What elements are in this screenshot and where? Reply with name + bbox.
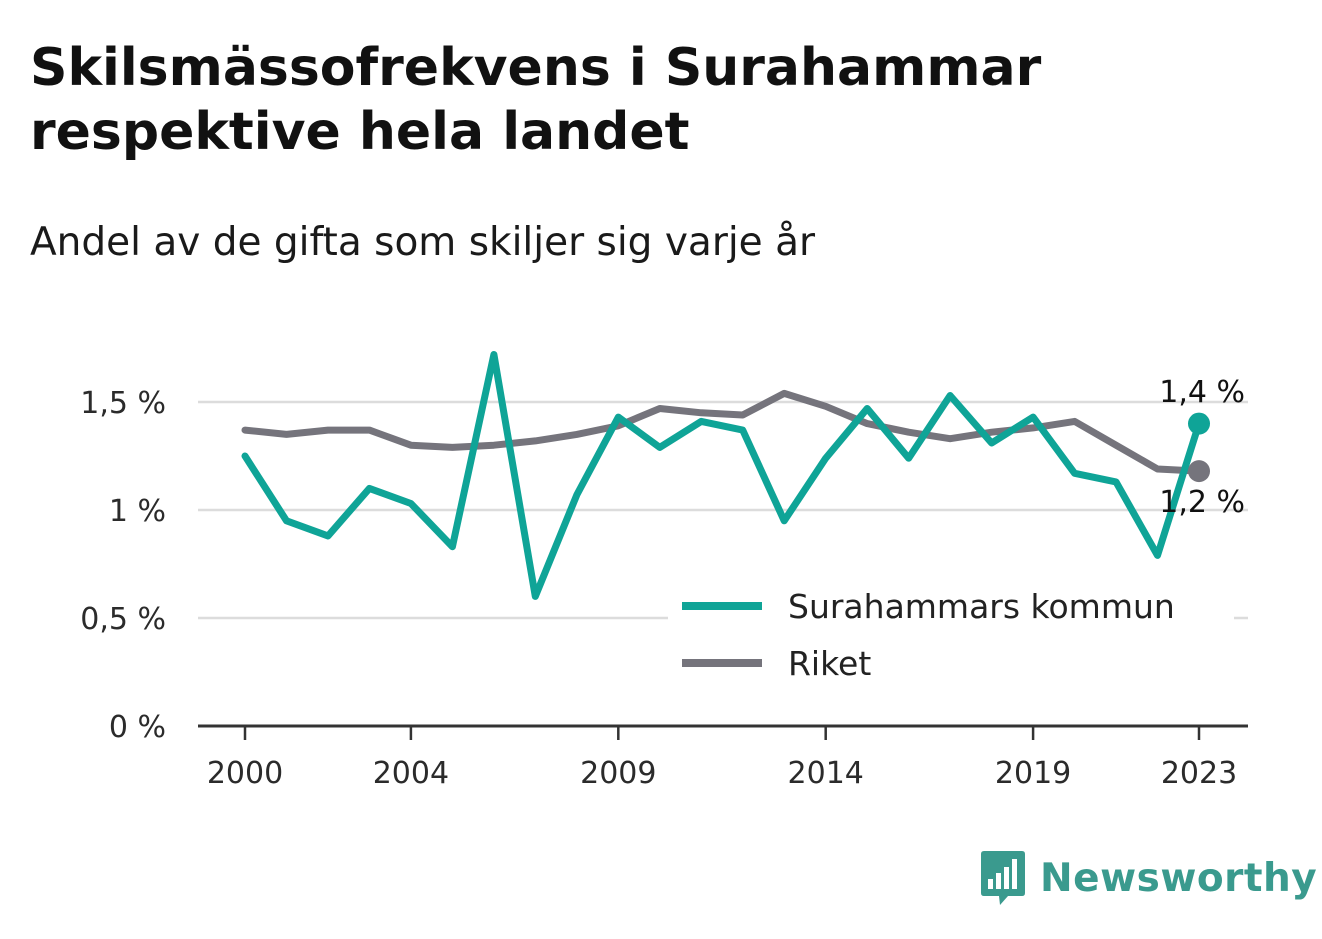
end-point-kommun xyxy=(1188,412,1210,435)
series-layer xyxy=(241,351,1210,600)
legend-label-riket: Riket xyxy=(788,644,871,683)
y-tick-label: 0 % xyxy=(109,710,166,745)
y-tick-label: 1 % xyxy=(109,494,166,529)
newsworthy-logo-icon xyxy=(981,851,1025,905)
legend-background xyxy=(668,580,1234,700)
x-tick-label: 2004 xyxy=(373,756,449,791)
legend: Surahammars kommun Riket xyxy=(668,580,1234,700)
chart-title: Skilsmässofrekvens i Surahammar respekti… xyxy=(30,38,1042,162)
legend-label-kommun: Surahammars kommun xyxy=(788,587,1175,626)
x-tick-label: 2009 xyxy=(580,756,656,791)
brand-name: Newsworthy xyxy=(1040,855,1318,901)
y-tick-label: 1,5 % xyxy=(80,386,166,421)
series-line-riket xyxy=(241,389,1203,475)
chart-subtitle: Andel av de gifta som skiljer sig varje … xyxy=(30,220,816,265)
end-labels: 1,4 % 1,2 % xyxy=(1159,375,1245,520)
end-label-riket: 1,2 % xyxy=(1159,485,1245,520)
x-tick-label: 2000 xyxy=(207,756,283,791)
y-tick-label: 0,5 % xyxy=(80,602,166,637)
series-line-kommun xyxy=(241,351,1203,600)
end-label-kommun: 1,4 % xyxy=(1159,375,1245,410)
y-axis-ticks: 0 % 0,5 % 1 % 1,5 % xyxy=(80,386,166,745)
x-axis-ticks: 2000 2004 2009 2014 2019 2023 xyxy=(207,726,1237,791)
x-tick-label: 2023 xyxy=(1161,756,1237,791)
x-tick-label: 2014 xyxy=(788,756,864,791)
x-tick-label: 2019 xyxy=(995,756,1071,791)
brand: Newsworthy xyxy=(980,848,1317,908)
end-point-riket xyxy=(1188,460,1210,483)
